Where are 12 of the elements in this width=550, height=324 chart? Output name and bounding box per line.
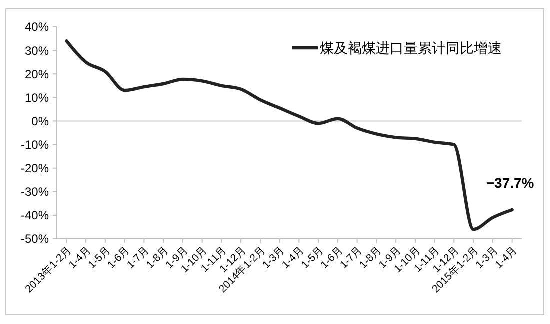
y-tick-label: 0% [32,114,50,128]
y-tick-label: -20% [20,162,50,176]
y-tick-label: -30% [20,185,50,200]
legend-label: 煤及褐煤进口量累计同比增速 [320,40,502,56]
y-tick-label: 40% [24,20,50,34]
y-tick-label: -40% [20,208,50,223]
y-tick-label: -10% [20,138,50,152]
y-tick-label: -50% [20,232,50,246]
annotation: −37.7% [486,175,535,192]
y-tick-label: 20% [24,67,50,82]
y-tick-label: 30% [24,44,50,58]
y-tick-label: 10% [24,90,50,105]
